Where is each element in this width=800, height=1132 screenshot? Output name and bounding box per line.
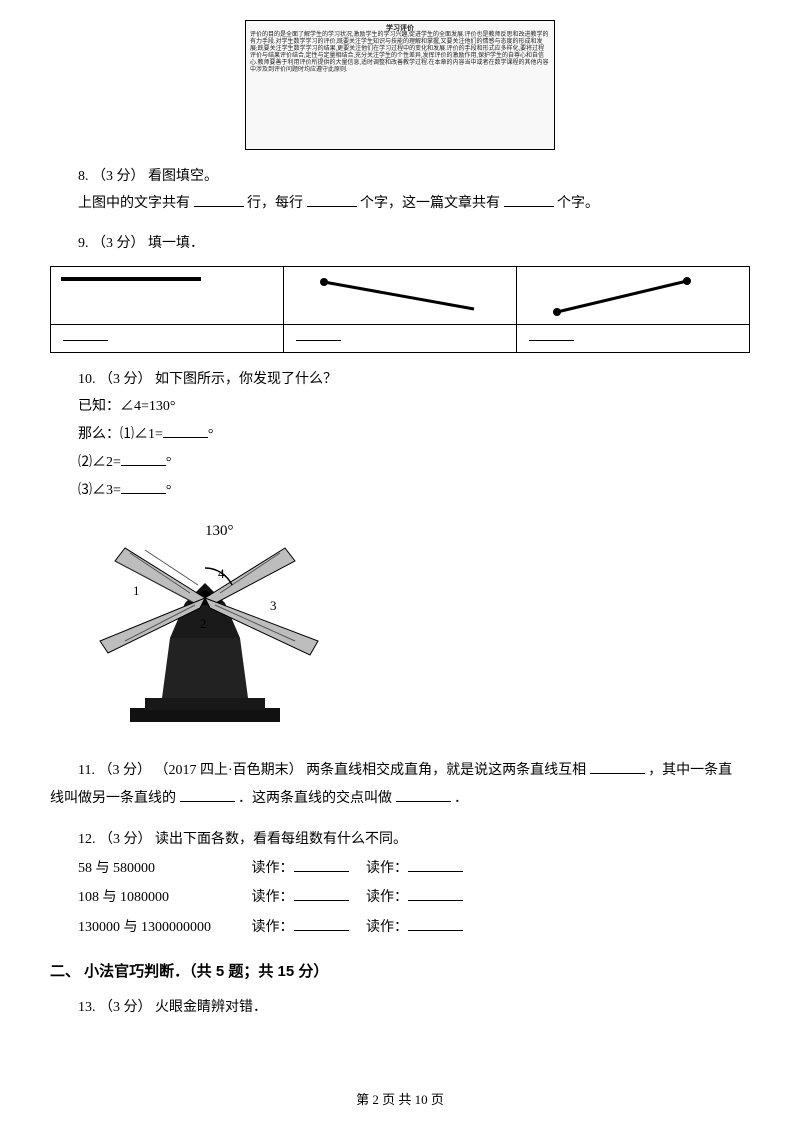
- text-image-body: 评价的目的是全面了解学生的学习状况,激励学生的学习兴趣,促进学生的全面发展.评价…: [250, 32, 550, 74]
- q8-points: （3 分）: [92, 169, 145, 184]
- q12-read2-3: 读作：: [366, 920, 408, 935]
- question-13: 13. （3 分） 火眼金睛辨对错．: [50, 995, 750, 1022]
- q10-blank-1[interactable]: [163, 422, 208, 438]
- q10-sub2: ⑵∠2=: [78, 455, 121, 470]
- q10-sub3: ⑶∠3=: [78, 483, 121, 498]
- q10-points: （3 分）: [99, 372, 152, 387]
- q12-read1-1: 读作：: [252, 861, 294, 876]
- q8-label: 8.: [78, 169, 89, 184]
- q11-points: （3 分）: [98, 763, 151, 778]
- q8-body-suf: 个字。: [557, 196, 599, 211]
- q12-title: 读出下面各数，看看每组数有什么不同。: [155, 832, 407, 847]
- q11-body-mid2: ．这两条直线的交点叫做: [238, 791, 392, 806]
- q12-row-1: 58 与 580000 读作： 读作：: [78, 854, 750, 883]
- q11-label: 11.: [78, 763, 95, 778]
- windmill-figure: 130° 1 2 3 4: [70, 513, 340, 743]
- q8-body-pre: 上图中的文字共有: [78, 196, 190, 211]
- q9-blank-3[interactable]: [529, 325, 574, 341]
- q13-title: 火眼金睛辨对错．: [155, 1000, 267, 1015]
- q8-blank-2[interactable]: [307, 191, 357, 207]
- question-12: 12. （3 分） 读出下面各数，看看每组数有什么不同。 58 与 580000…: [50, 827, 750, 942]
- q10-label: 10.: [78, 372, 96, 387]
- q9-label: 9.: [78, 236, 89, 251]
- question-10: 10. （3 分） 如下图所示，你发现了什么？ 已知：∠4=130° 那么：⑴∠…: [50, 367, 750, 744]
- q10-then: 那么：: [78, 427, 120, 442]
- q9-blank-1[interactable]: [63, 325, 108, 341]
- section-2-heading: 二、 小法官巧判断．（共 5 题；共 15 分）: [50, 960, 750, 981]
- q11-blank-1[interactable]: [590, 758, 645, 774]
- question-9: 9. （3 分） 填一填．: [50, 231, 750, 353]
- page-footer: 第 2 页 共 10 页: [0, 1089, 800, 1108]
- q12-read1-3: 读作：: [252, 920, 294, 935]
- q9-table: [50, 266, 750, 353]
- q9-answer-3: [517, 324, 750, 352]
- q10-title: 如下图所示，你发现了什么？: [155, 372, 337, 387]
- question-11: 11. （3 分） （2017 四上·百色期末） 两条直线相交成直角，就是说这两…: [50, 757, 750, 813]
- q11-line2-pre: 线叫做另一条直线的: [50, 791, 176, 806]
- q9-title: 填一填．: [148, 236, 204, 251]
- q12-nums-2: 108 与 1080000: [78, 883, 248, 912]
- q12-row-3: 130000 与 1300000000 读作： 读作：: [78, 913, 750, 942]
- q9-cell-3: [517, 266, 750, 324]
- q8-blank-3[interactable]: [504, 191, 554, 207]
- q11-blank-2[interactable]: [180, 786, 235, 802]
- q10-deg2: °: [166, 455, 172, 470]
- q10-given: 已知：∠4=130°: [78, 399, 176, 414]
- q13-points: （3 分）: [99, 1000, 152, 1015]
- q8-body-mid2: 个字，这一篇文章共有: [360, 196, 500, 211]
- windmill-svg: 130° 1 2 3 4: [70, 513, 340, 743]
- q8-body-mid1: 行，每行: [247, 196, 303, 211]
- q12-read1-2: 读作：: [252, 890, 294, 905]
- q11-blank-3[interactable]: [396, 786, 451, 802]
- svg-text:1: 1: [133, 583, 140, 598]
- q9-blank-2[interactable]: [296, 325, 341, 341]
- q12-read2-1: 读作：: [366, 861, 408, 876]
- q12-row-2: 108 与 1080000 读作： 读作：: [78, 883, 750, 912]
- q11-body-pre: 两条直线相交成直角，就是说这两条直线互相: [306, 763, 586, 778]
- q12-blank-3a[interactable]: [294, 915, 349, 931]
- q12-blank-1a[interactable]: [294, 856, 349, 872]
- q10-deg3: °: [166, 483, 172, 498]
- angle-130-label: 130°: [205, 523, 234, 539]
- q9-answer-1: [51, 324, 284, 352]
- q9-cell-2: [284, 266, 517, 324]
- q12-nums-3: 130000 与 1300000000: [78, 913, 248, 942]
- q11-body-suf: ．: [454, 791, 468, 806]
- q9-points: （3 分）: [92, 236, 145, 251]
- svg-text:3: 3: [270, 598, 277, 613]
- q10-deg1: °: [208, 427, 214, 442]
- q10-sub1: ⑴∠1=: [120, 427, 163, 442]
- text-image-title: 学习评价: [250, 25, 550, 32]
- question-8: 8. （3 分） 看图填空。 上图中的文字共有 行，每行 个字，这一篇文章共有 …: [50, 164, 750, 217]
- q12-blank-2a[interactable]: [294, 885, 349, 901]
- q12-blank-3b[interactable]: [408, 915, 463, 931]
- svg-text:4: 4: [218, 566, 225, 581]
- q12-points: （3 分）: [99, 832, 152, 847]
- q12-nums-1: 58 与 580000: [78, 854, 248, 883]
- q12-blank-1b[interactable]: [408, 856, 463, 872]
- q11-body-mid1: ，其中一条直: [648, 763, 732, 778]
- q12-read2-2: 读作：: [366, 890, 408, 905]
- q13-label: 13.: [78, 1000, 96, 1015]
- boxed-text-image: 学习评价 评价的目的是全面了解学生的学习状况,激励学生的学习兴趣,促进学生的全面…: [245, 20, 555, 150]
- q10-blank-3[interactable]: [121, 478, 166, 494]
- q8-title: 看图填空。: [148, 169, 218, 184]
- q11-source: （2017 四上·百色期末）: [154, 763, 302, 778]
- q12-label: 12.: [78, 832, 96, 847]
- q10-blank-2[interactable]: [121, 450, 166, 466]
- q9-cell-1: [51, 266, 284, 324]
- q12-blank-2b[interactable]: [408, 885, 463, 901]
- q8-blank-1[interactable]: [194, 191, 244, 207]
- q9-answer-2: [284, 324, 517, 352]
- svg-text:2: 2: [200, 616, 207, 631]
